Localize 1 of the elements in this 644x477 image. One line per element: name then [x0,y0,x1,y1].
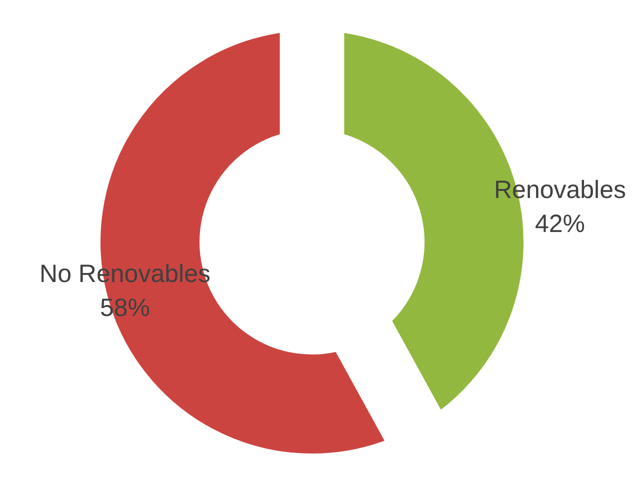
data-label: 42% [534,210,586,238]
